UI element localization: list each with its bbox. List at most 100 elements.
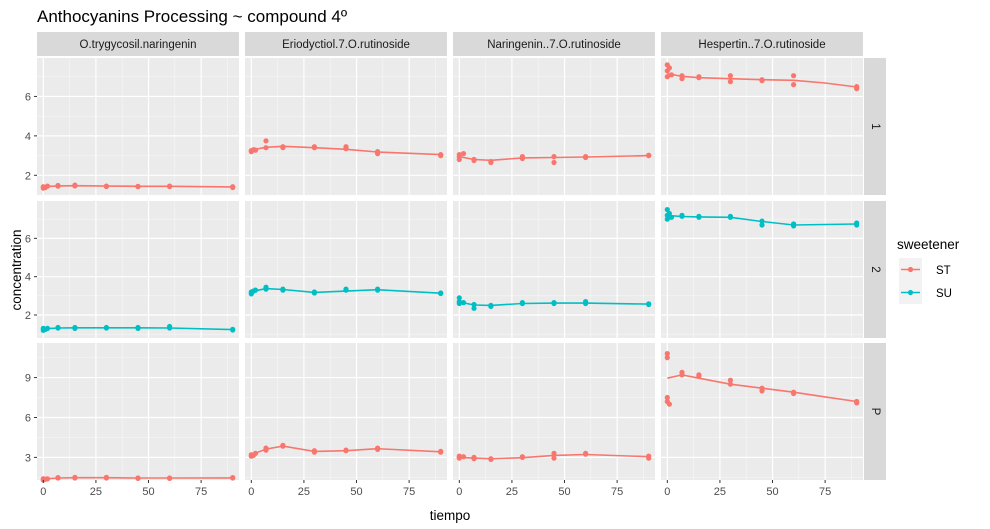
column-strip-1: Eriodyctiol.7.O.rutinoside — [245, 32, 447, 56]
panel-background — [245, 201, 447, 338]
data-point — [471, 301, 477, 308]
data-point — [488, 158, 494, 165]
series-2-2 — [456, 450, 652, 462]
data-point — [252, 450, 259, 456]
series-1-3 — [664, 207, 860, 229]
data-point — [519, 454, 526, 460]
panels-layer — [37, 58, 863, 483]
legend-title: sweetener — [897, 237, 960, 252]
data-point — [727, 377, 734, 383]
data-point — [664, 394, 670, 401]
x-axis-1: 0 25 50 75 — [248, 480, 415, 498]
column-strip-label: O.trygycosil.naringenin — [80, 39, 197, 51]
data-point — [519, 300, 526, 307]
x-tick-label: 0 — [664, 486, 670, 498]
row-strip-label: 1 — [869, 123, 881, 129]
data-point — [666, 65, 673, 71]
series-2-1 — [248, 442, 444, 459]
strip-background — [864, 343, 886, 480]
strip-background — [661, 32, 863, 56]
panel-background — [453, 201, 655, 338]
data-point — [55, 182, 61, 189]
strip-background — [864, 201, 886, 338]
panel-1-0 — [37, 201, 239, 338]
y-tick-label: 6 — [25, 91, 31, 103]
data-point — [230, 184, 236, 191]
data-point — [759, 222, 765, 228]
data-point — [280, 286, 286, 292]
panel-background — [37, 58, 239, 195]
series-1-1 — [248, 284, 444, 297]
data-point — [519, 155, 526, 162]
data-point — [460, 300, 467, 306]
x-tick-label: 75 — [403, 486, 415, 498]
strip-background — [245, 32, 447, 56]
x-tick-label: 25 — [714, 486, 726, 498]
data-point — [854, 400, 860, 406]
panel-background — [37, 201, 239, 338]
data-point — [263, 445, 269, 451]
axes-layer: 2 4 6 2 4 6 3 6 9 0 25 50 75 0 25 50 75 0 25 50 75 0 25 50 75 — [25, 91, 831, 498]
data-point — [551, 450, 557, 456]
chart-title: Anthocyanins Processing ~ compound 4º — [37, 7, 347, 26]
data-point — [230, 327, 236, 333]
column-strip-label: Eriodyctiol.7.O.rutinoside — [282, 39, 410, 51]
y-tick-label: 4 — [25, 131, 31, 143]
data-point — [343, 447, 349, 453]
x-tick-label: 75 — [819, 486, 831, 498]
column-strip-2: Naringenin..7.O.rutinoside — [453, 32, 655, 56]
row-strip-2: P — [864, 343, 886, 480]
panel-background — [661, 343, 863, 480]
data-point — [679, 372, 685, 378]
x-axis-2: 0 25 50 75 — [456, 480, 623, 498]
strip-background — [37, 32, 239, 56]
row-strip-label: P — [869, 408, 881, 416]
data-point — [167, 325, 173, 331]
data-point — [696, 372, 702, 378]
series-0-3 — [664, 62, 860, 92]
x-tick-label: 25 — [298, 486, 310, 498]
data-point — [727, 213, 734, 219]
data-point — [854, 85, 860, 91]
data-point — [666, 401, 673, 407]
panel-2-1 — [245, 343, 447, 480]
data-point — [230, 475, 236, 481]
y-axis-0: 2 4 6 — [25, 91, 37, 182]
data-point — [135, 184, 141, 190]
data-point — [375, 151, 381, 157]
strips-layer: O.trygycosil.naringenin Eriodyctiol.7.O.r… — [37, 32, 886, 480]
data-point — [664, 216, 670, 222]
data-point — [727, 381, 734, 387]
panel-2-0 — [37, 343, 239, 480]
data-point — [280, 145, 286, 151]
series-2-3 — [664, 351, 860, 407]
series-1-0 — [40, 323, 236, 333]
data-point — [103, 183, 109, 190]
x-axis-0: 0 25 50 75 — [40, 480, 207, 498]
series-line — [667, 374, 857, 403]
data-point — [460, 151, 467, 157]
data-point — [471, 305, 477, 311]
data-point — [759, 77, 765, 83]
legend-key-point — [907, 266, 914, 273]
data-point — [791, 221, 797, 227]
panel-background — [245, 58, 447, 195]
data-point — [583, 154, 589, 160]
legend-label: ST — [936, 265, 951, 277]
data-point — [103, 474, 109, 480]
x-tick-label: 25 — [506, 486, 518, 498]
data-point — [55, 325, 61, 331]
x-tick-label: 50 — [142, 486, 154, 498]
data-point — [72, 324, 78, 331]
x-tick-label: 50 — [558, 486, 570, 498]
data-point — [583, 450, 589, 456]
data-point — [551, 300, 557, 307]
series-2-0 — [40, 474, 236, 483]
data-point — [646, 152, 652, 158]
data-point — [471, 156, 477, 163]
data-point — [666, 210, 673, 217]
legend: sweetener ST SU — [897, 237, 960, 304]
data-point — [668, 214, 675, 220]
data-point — [438, 290, 444, 297]
